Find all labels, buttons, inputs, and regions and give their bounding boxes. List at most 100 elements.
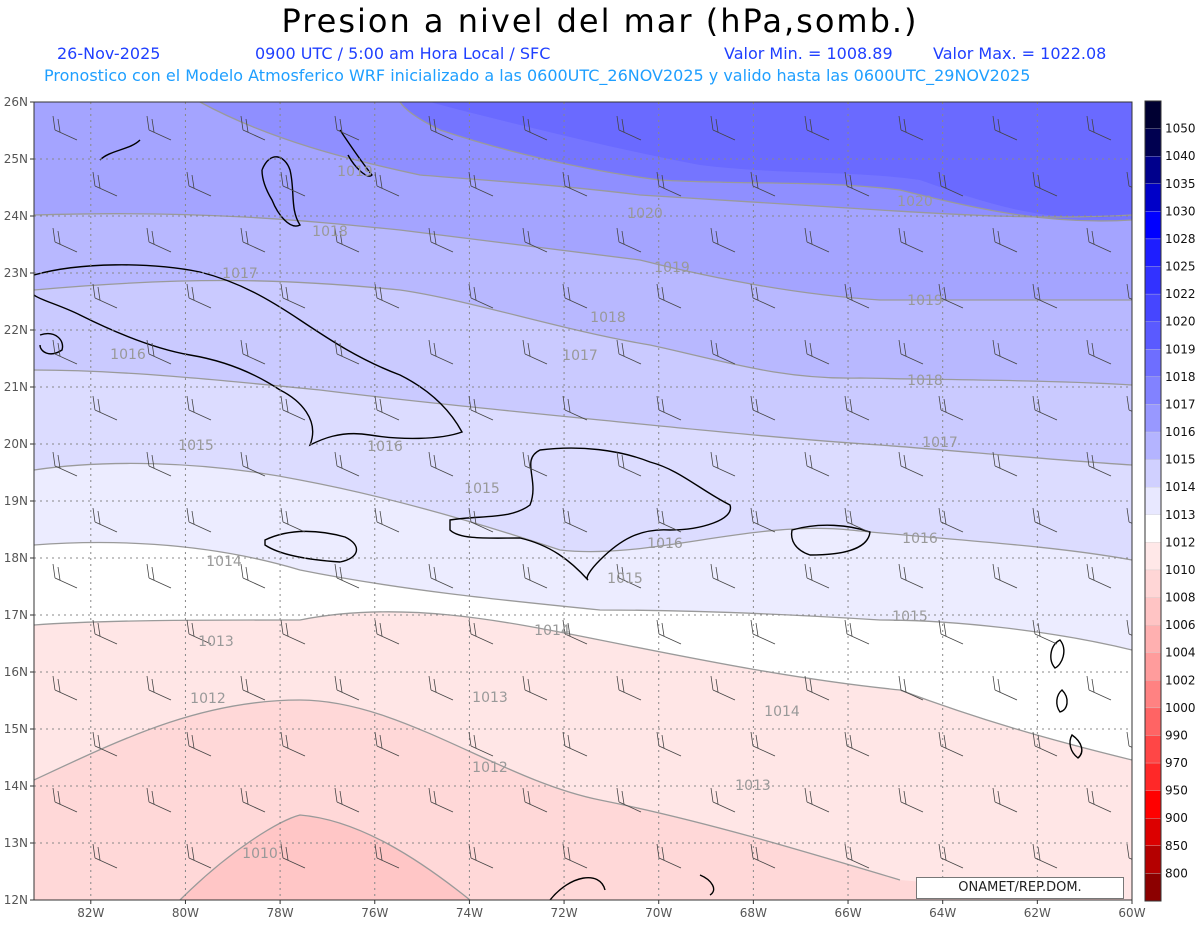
lon-label: 76W bbox=[361, 906, 388, 920]
colorbar: 1050 1040 1035 1030 1028 1025 1022 1020 1019 1018… bbox=[1144, 100, 1196, 902]
wind-barb bbox=[92, 843, 118, 869]
wind-barb bbox=[52, 451, 78, 477]
wind-barb bbox=[656, 395, 682, 421]
colorbar-label: 1019 bbox=[1165, 342, 1196, 356]
wind-barb bbox=[240, 675, 266, 701]
wind-barb bbox=[992, 451, 1018, 477]
source-credit: ONAMET/REP.DOM. bbox=[916, 877, 1124, 899]
isobar-1016 bbox=[34, 369, 1132, 466]
wind-barb bbox=[240, 339, 266, 365]
lat-label: 15N bbox=[4, 722, 28, 736]
wind-barb bbox=[240, 227, 266, 253]
wind-barbs bbox=[52, 115, 1132, 869]
wind-barb bbox=[280, 283, 306, 309]
colorbar-swatch bbox=[1144, 266, 1162, 295]
wind-barb bbox=[710, 115, 736, 141]
wind-barb bbox=[52, 787, 78, 813]
colorbar-label: 990 bbox=[1165, 728, 1188, 742]
colorbar-label: 1020 bbox=[1165, 315, 1196, 329]
wind-barb bbox=[280, 171, 306, 197]
wind-barb bbox=[992, 115, 1018, 141]
colorbar-label: 1017 bbox=[1165, 397, 1196, 411]
wind-barb bbox=[750, 395, 776, 421]
contour-label: 1013 bbox=[735, 778, 771, 794]
wind-barb bbox=[334, 675, 360, 701]
colorbar-label: 1004 bbox=[1165, 646, 1196, 660]
wind-barb bbox=[468, 619, 494, 645]
wind-barb bbox=[1032, 507, 1058, 533]
wind-barb bbox=[92, 731, 118, 757]
colorbar-swatch bbox=[1144, 487, 1162, 515]
lat-label: 20N bbox=[4, 437, 28, 451]
contour-label: 1019 bbox=[907, 293, 943, 309]
colorbar-swatch bbox=[1144, 873, 1162, 902]
wind-barb bbox=[146, 451, 172, 477]
contour-label: 1012 bbox=[472, 760, 508, 776]
wind-barb bbox=[522, 787, 548, 813]
wind-barb bbox=[468, 507, 494, 533]
wind-barb bbox=[334, 115, 360, 141]
wind-barb bbox=[240, 115, 266, 141]
wind-barb bbox=[710, 675, 736, 701]
wind-barb bbox=[992, 675, 1018, 701]
wind-barb bbox=[616, 787, 642, 813]
lat-label: 25N bbox=[4, 152, 28, 166]
wind-barb bbox=[1126, 395, 1132, 412]
wind-barb bbox=[898, 675, 924, 701]
colorbar-swatch bbox=[1144, 238, 1162, 267]
south-america-coast bbox=[549, 876, 606, 900]
colorbar-swatch bbox=[1144, 128, 1162, 157]
wind-barb bbox=[616, 451, 642, 477]
lat-label: 17N bbox=[4, 608, 28, 622]
wind-barb bbox=[334, 339, 360, 365]
band-1010 bbox=[180, 815, 470, 900]
colorbar-label: 1013 bbox=[1165, 508, 1196, 522]
wind-barb bbox=[992, 563, 1018, 589]
colorbar-label: 1022 bbox=[1165, 287, 1196, 301]
wind-barb bbox=[844, 283, 870, 309]
wind-barb bbox=[844, 171, 870, 197]
wind-barb bbox=[468, 395, 494, 421]
wind-barb bbox=[804, 787, 830, 813]
isla-juventud bbox=[39, 333, 64, 355]
wind-barb bbox=[52, 115, 78, 141]
wind-barb bbox=[804, 115, 830, 141]
wind-barb bbox=[804, 675, 830, 701]
wind-barb bbox=[562, 171, 588, 197]
colorbar-swatch bbox=[1144, 349, 1162, 378]
lat-label: 14N bbox=[4, 779, 28, 793]
colorbar-swatch bbox=[1144, 211, 1162, 240]
wind-barb bbox=[992, 339, 1018, 365]
wind-barb bbox=[1086, 451, 1112, 477]
band-1021 bbox=[430, 102, 1132, 218]
wind-barb bbox=[844, 843, 870, 869]
wind-barb bbox=[750, 619, 776, 645]
chart-title: Presion a nivel del mar (hPa,somb.) bbox=[281, 2, 919, 40]
eleuthera-coast bbox=[339, 129, 373, 177]
contour-label: 1015 bbox=[464, 481, 500, 497]
wind-barb bbox=[52, 227, 78, 253]
wind-barb bbox=[146, 115, 172, 141]
coastlines bbox=[34, 129, 1083, 900]
wind-barb bbox=[428, 339, 454, 365]
latitude-labels: 12N 13N 14N 15N 16N 17N 18N 19N 20N 21N 22N 23N 24N 2… bbox=[4, 95, 34, 907]
wind-barb bbox=[1126, 843, 1132, 860]
lat-label: 24N bbox=[4, 209, 28, 223]
colorbar-swatch bbox=[1144, 818, 1162, 846]
lon-label: 62W bbox=[1024, 906, 1051, 920]
contour-label: 1014 bbox=[206, 554, 242, 570]
wind-barb bbox=[52, 675, 78, 701]
colorbar-swatch bbox=[1144, 542, 1162, 571]
contour-label: 1015 bbox=[178, 438, 214, 454]
wind-barb bbox=[938, 283, 964, 309]
wind-barb bbox=[804, 563, 830, 589]
wind-barb bbox=[146, 787, 172, 813]
contour-label: 1018 bbox=[312, 224, 348, 240]
wind-barb bbox=[992, 787, 1018, 813]
lat-label: 21N bbox=[4, 380, 28, 394]
isobar-1014 bbox=[34, 541, 1132, 651]
wind-barb bbox=[938, 731, 964, 757]
wind-barb bbox=[146, 339, 172, 365]
colorbar-swatch bbox=[1144, 376, 1162, 405]
lat-label: 12N bbox=[4, 893, 28, 907]
